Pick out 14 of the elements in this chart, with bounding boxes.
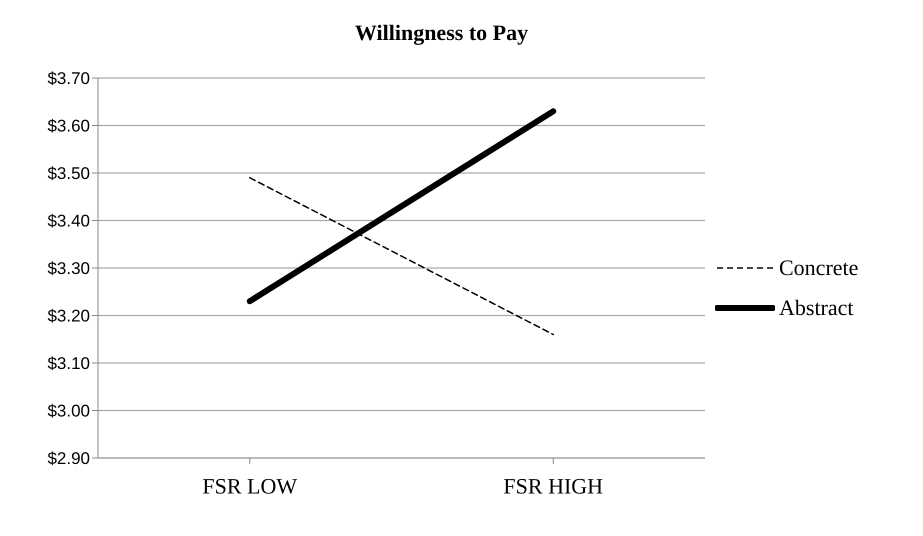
y-tick-label: $3.20: [47, 306, 90, 326]
x-tick-label: FSR HIGH: [503, 474, 604, 499]
y-tick-label: $2.90: [47, 449, 90, 468]
y-tick-label: $3.30: [47, 259, 90, 278]
y-tick-label: $3.70: [47, 69, 90, 88]
y-tick-label: $3.60: [47, 116, 90, 136]
y-tick-label: $3.40: [47, 212, 90, 231]
y-tick-label: $3.50: [47, 164, 90, 184]
x-tick-label: FSR LOW: [202, 474, 298, 499]
y-tick-label: $3.10: [47, 354, 90, 374]
legend-label: Concrete: [779, 255, 858, 281]
legend-label: Abstract: [779, 295, 854, 321]
y-tick-label: $3.00: [47, 402, 90, 421]
chart-title: Willingness to Pay: [354, 19, 530, 47]
